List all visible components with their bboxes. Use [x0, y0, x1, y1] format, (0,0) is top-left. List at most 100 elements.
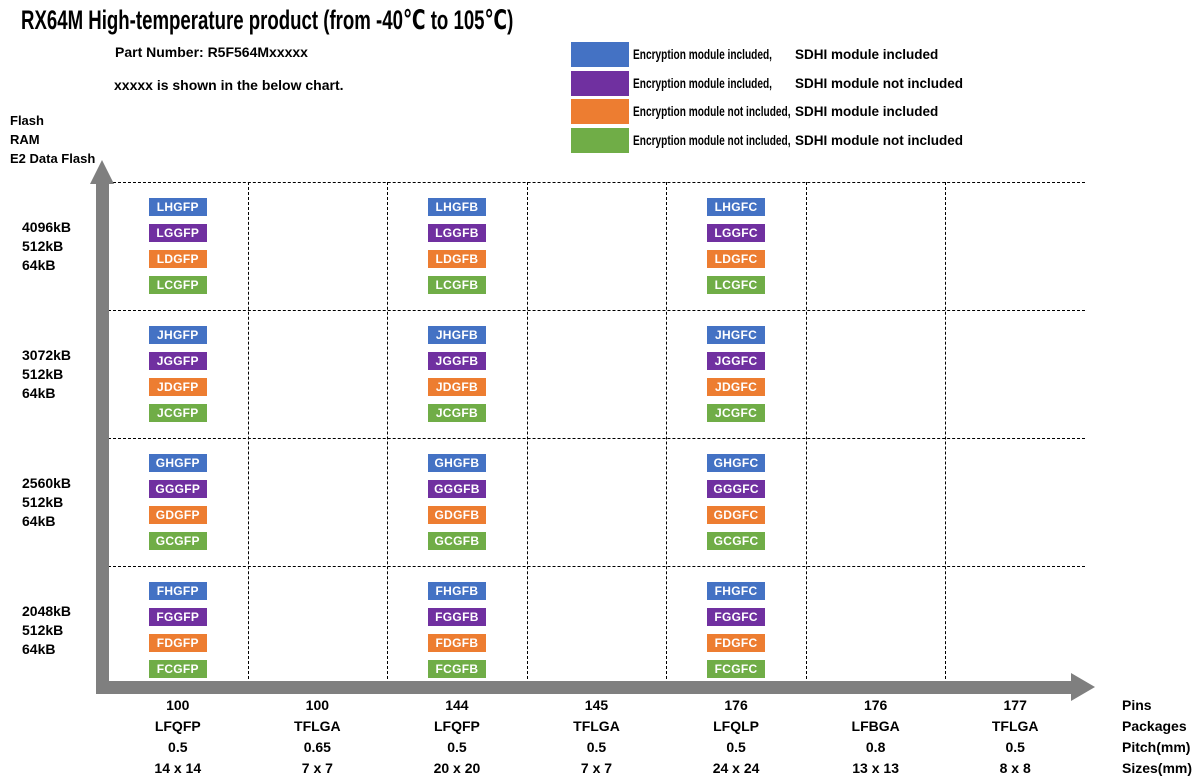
x-axis-line: [96, 681, 1072, 694]
part-chip: JCGFC: [707, 404, 766, 422]
part-chip: JDGFB: [427, 378, 486, 396]
part-chip: FCGFP: [148, 660, 207, 678]
package-value: LFQFP: [433, 718, 480, 734]
part-chip: LDGFP: [148, 250, 207, 268]
y-axis-title: Flash RAM E2 Data Flash: [10, 111, 95, 168]
part-chip: GDGFB: [427, 506, 486, 524]
part-chip: GCGFP: [148, 532, 207, 550]
part-chip: LGGFB: [427, 224, 486, 242]
flash-size-label: 4096kB: [22, 219, 72, 235]
legend-encryption-label: Encryption module not included,: [633, 104, 791, 119]
part-chip: FCGFB: [427, 660, 486, 678]
part-code-label: LGGFB: [435, 226, 479, 240]
size-value: 20 x 20: [433, 760, 481, 776]
flash-size-label: 2560kB: [22, 475, 72, 491]
part-chip: JHGFC: [707, 326, 766, 344]
ram-size-label: 512kB: [22, 366, 64, 382]
pitch-value: 0.5: [447, 739, 467, 755]
part-code-label: GGGFP: [155, 482, 201, 496]
size-value: 7 x 7: [580, 760, 613, 776]
part-code-label: FCGFP: [156, 662, 199, 676]
part-code-label: FGGFP: [156, 610, 200, 624]
grid-line-vertical: [945, 182, 947, 684]
part-code-label: GDGFB: [434, 508, 480, 522]
memory-row-label: 2048kB 512kB 64kB: [22, 602, 71, 659]
part-chip: FHGFC: [707, 582, 766, 600]
part-code-label: JCGFC: [714, 406, 758, 420]
memory-row-label: 3072kB 512kB 64kB: [22, 346, 71, 403]
part-chip: GDGFC: [707, 506, 766, 524]
part-code-label: FGGFB: [435, 610, 479, 624]
pitch-value: 0.8: [865, 739, 886, 755]
part-code-label: LHGFB: [435, 200, 479, 214]
grid-line-vertical: [526, 182, 528, 684]
part-number-note: xxxxx is shown in the below chart.: [114, 77, 344, 93]
part-code-label: JHGFC: [714, 328, 758, 342]
part-code-label: LHGFP: [156, 200, 199, 214]
size-value: 13 x 13: [852, 760, 899, 776]
grid-line-vertical: [805, 182, 807, 684]
size-value: 8 x 8: [999, 760, 1031, 776]
part-chip: FGGFP: [148, 608, 207, 626]
footer-key-pins: Pins: [1122, 697, 1152, 713]
pins-value: 176: [863, 697, 888, 713]
column-footer: 177 TFLGA 0.5 8 x 8: [945, 695, 1085, 779]
part-code-label: GDGFC: [713, 508, 759, 522]
part-chip: GGGFP: [148, 480, 207, 498]
part-code-label: JCGFP: [157, 406, 199, 420]
grid-line-horizontal: [108, 310, 1085, 311]
part-chip: JCGFB: [427, 404, 486, 422]
footer-key-labels: Pins Packages Pitch(mm) Sizes(mm): [1122, 695, 1192, 779]
part-chip: GGGFB: [427, 480, 486, 498]
legend-sdhi-label: SDHI module included: [795, 104, 939, 119]
pitch-value: 0.5: [168, 739, 188, 755]
pins-value: 100: [166, 697, 190, 713]
pitch-value: 0.5: [1005, 739, 1025, 755]
footer-key-packages: Packages: [1122, 718, 1187, 734]
part-code-label: GHGFB: [434, 456, 480, 470]
part-chip: FGGFB: [427, 608, 486, 626]
part-chip: FHGFP: [148, 582, 207, 600]
grid-line-horizontal: [108, 566, 1085, 567]
legend-swatch: [571, 99, 629, 124]
part-code-label: FDGFP: [156, 636, 199, 650]
column-footer: 176 LFBGA 0.8 13 x 13: [806, 695, 946, 779]
part-code-label: FCGFC: [714, 662, 758, 676]
legend-sdhi-label: SDHI module not included: [795, 75, 963, 91]
part-chip: LHGFC: [707, 198, 766, 216]
memory-row-label: 4096kB 512kB 64kB: [22, 218, 71, 275]
part-chip: FHGFB: [427, 582, 486, 600]
column-footer: 100 LFQFP 0.5 14 x 14: [108, 695, 248, 779]
pins-value: 145: [584, 697, 609, 713]
part-chip: FDGFB: [427, 634, 486, 652]
part-code-label: LCGFB: [435, 278, 479, 292]
part-code-label: GGGFB: [434, 482, 480, 496]
part-code-label: GGGFC: [713, 482, 759, 496]
column-footer: 100 TFLGA 0.65 7 x 7: [248, 695, 388, 779]
flash-size-label: 3072kB: [22, 347, 72, 363]
ram-size-label: 512kB: [22, 622, 64, 638]
part-code-label: GCGFP: [155, 534, 200, 548]
part-chip: JDGFP: [148, 378, 207, 396]
pins-value: 100: [305, 697, 330, 713]
ram-size-label: 512kB: [22, 494, 64, 510]
part-code-label: GCGFB: [434, 534, 480, 548]
memory-row-label: 2560kB 512kB 64kB: [22, 474, 71, 531]
part-code-label: FGGFC: [714, 610, 758, 624]
part-number-label: Part Number: R5F564Mxxxxx: [115, 44, 308, 60]
part-chip: LDGFC: [707, 250, 766, 268]
footer-key-pitch: Pitch(mm): [1122, 739, 1191, 755]
package-value: LFQLP: [713, 718, 759, 734]
part-code-label: GDGFP: [155, 508, 200, 522]
part-chip: JCGFP: [148, 404, 207, 422]
part-chip: GGGFC: [707, 480, 766, 498]
part-chip: JGGFC: [707, 352, 766, 370]
legend-encryption-label: Encryption module included,: [633, 47, 772, 62]
part-chip: GHGFP: [148, 454, 207, 472]
package-value: LFBGA: [851, 718, 900, 734]
part-code-label: FDGFB: [435, 636, 479, 650]
legend-swatch: [571, 70, 629, 96]
y-axis-arrowhead-icon: [90, 160, 114, 184]
package-value: LFQFP: [154, 718, 201, 734]
